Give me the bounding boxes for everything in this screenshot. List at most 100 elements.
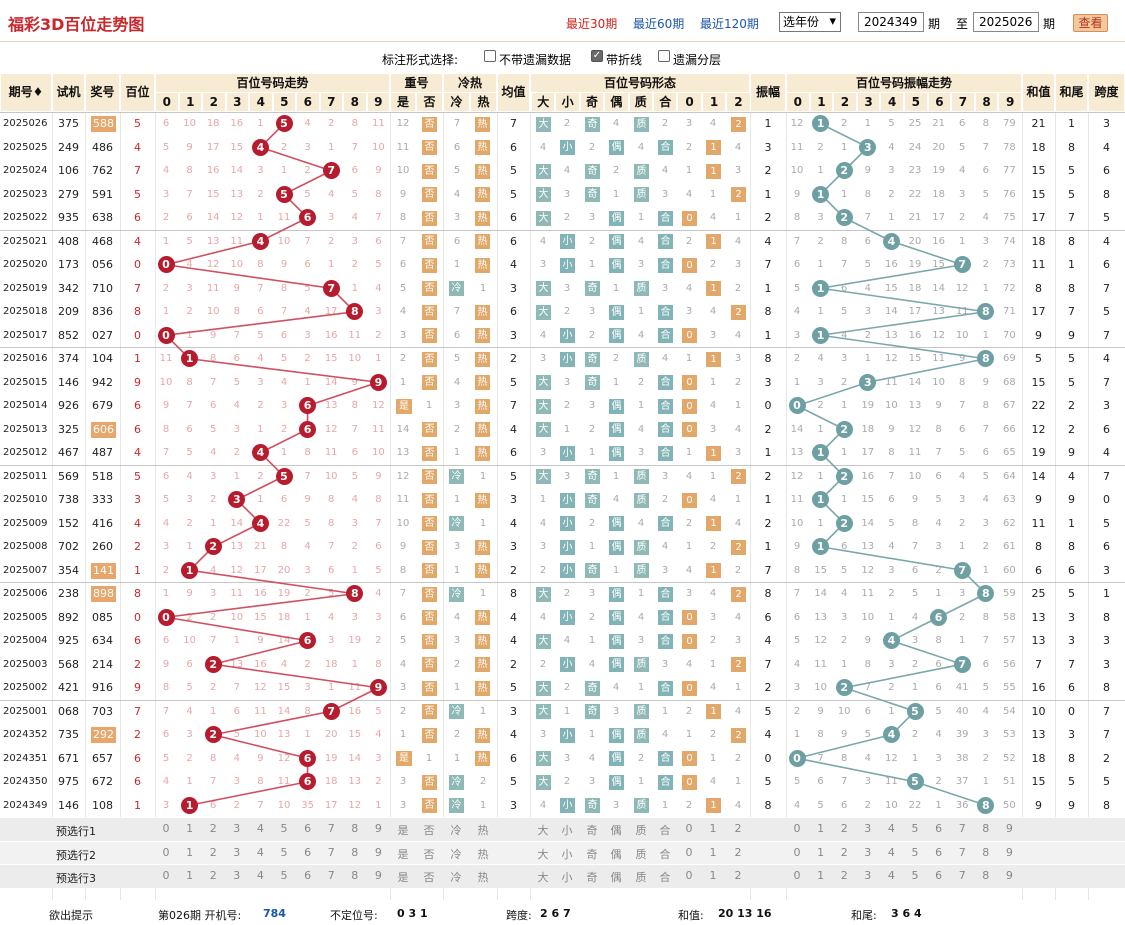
preselect-shape[interactable]: 大 bbox=[537, 871, 549, 884]
preselect-amp-digit[interactable]: 2 bbox=[840, 869, 848, 882]
preselect-amp-digit[interactable]: 0 bbox=[793, 845, 801, 859]
preselect-shape[interactable]: 0 bbox=[685, 845, 693, 859]
preselect-trend-digit[interactable]: 4 bbox=[256, 845, 264, 859]
preselect-trend-digit[interactable]: 0 bbox=[162, 822, 170, 835]
preselect-trend-digit[interactable]: 1 bbox=[186, 822, 194, 835]
preselect-shape[interactable]: 偶 bbox=[610, 871, 622, 884]
preselect-shape[interactable]: 大 bbox=[537, 847, 549, 861]
preselect-shape[interactable]: 大 bbox=[537, 824, 549, 837]
preselect-trend-digit[interactable]: 6 bbox=[304, 869, 312, 882]
preselect-amp-digit[interactable]: 4 bbox=[887, 845, 895, 859]
preselect-shape[interactable]: 质 bbox=[635, 871, 647, 884]
preselect-shape[interactable]: 2 bbox=[734, 845, 742, 859]
preselect-amp-digit[interactable]: 8 bbox=[982, 822, 990, 835]
preselect-shape[interactable]: 小 bbox=[561, 847, 573, 861]
range-30-link[interactable]: 最近30期 bbox=[566, 17, 618, 31]
preselect-option[interactable]: 冷 bbox=[450, 871, 462, 884]
preselect-shape[interactable]: 合 bbox=[659, 824, 671, 837]
preselect-trend-digit[interactable]: 7 bbox=[327, 822, 335, 835]
preselect-shape[interactable]: 0 bbox=[685, 822, 693, 835]
preselect-trend-digit[interactable]: 5 bbox=[280, 845, 288, 859]
preselect-trend-digit[interactable]: 2 bbox=[209, 845, 217, 859]
preselect-shape[interactable]: 偶 bbox=[610, 824, 622, 837]
preselect-shape[interactable]: 1 bbox=[709, 869, 717, 882]
preselect-trend-digit[interactable]: 1 bbox=[186, 869, 194, 882]
period-to-input[interactable]: 2025026 bbox=[973, 12, 1039, 32]
preselect-amp-digit[interactable]: 0 bbox=[793, 822, 801, 835]
preselect-trend-digit[interactable]: 1 bbox=[186, 845, 194, 859]
preselect-trend-digit[interactable]: 2 bbox=[209, 869, 217, 882]
preselect-shape[interactable]: 质 bbox=[635, 847, 647, 861]
preselect-trend-digit[interactable]: 5 bbox=[280, 822, 288, 835]
preselect-amp-digit[interactable]: 2 bbox=[840, 822, 848, 835]
preselect-amp-digit[interactable]: 6 bbox=[935, 845, 943, 859]
preselect-shape[interactable]: 合 bbox=[659, 871, 671, 884]
preselect-trend-digit[interactable]: 3 bbox=[233, 869, 241, 882]
preselect-amp-digit[interactable]: 5 bbox=[911, 845, 919, 859]
preselect-option[interactable]: 冷 bbox=[450, 847, 462, 861]
preselect-amp-digit[interactable]: 5 bbox=[911, 822, 919, 835]
preselect-amp-digit[interactable]: 9 bbox=[1005, 822, 1013, 835]
preselect-amp-digit[interactable]: 7 bbox=[958, 822, 966, 835]
preselect-trend-digit[interactable]: 5 bbox=[280, 869, 288, 882]
preselect-shape[interactable]: 偶 bbox=[610, 847, 622, 861]
preselect-trend-digit[interactable]: 9 bbox=[374, 869, 382, 882]
preselect-option[interactable]: 是 bbox=[397, 824, 409, 837]
preselect-trend-digit[interactable]: 6 bbox=[304, 845, 312, 859]
preselect-amp-digit[interactable]: 9 bbox=[1005, 869, 1013, 882]
preselect-trend-digit[interactable]: 7 bbox=[327, 869, 335, 882]
preselect-trend-digit[interactable]: 3 bbox=[233, 845, 241, 859]
preselect-option[interactable]: 是 bbox=[397, 847, 409, 861]
preselect-amp-digit[interactable]: 4 bbox=[887, 869, 895, 882]
period-from-input[interactable]: 2024349 bbox=[858, 12, 924, 32]
preselect-shape[interactable]: 2 bbox=[734, 869, 742, 882]
preselect-amp-digit[interactable]: 2 bbox=[840, 845, 848, 859]
preselect-trend-digit[interactable]: 9 bbox=[374, 845, 382, 859]
range-120-link[interactable]: 最近120期 bbox=[700, 17, 759, 31]
preselect-shape[interactable]: 奇 bbox=[586, 871, 598, 884]
preselect-trend-digit[interactable]: 6 bbox=[304, 822, 312, 835]
preselect-option[interactable]: 热 bbox=[477, 824, 489, 837]
preselect-trend-digit[interactable]: 2 bbox=[209, 822, 217, 835]
preselect-amp-digit[interactable]: 6 bbox=[935, 822, 943, 835]
preselect-amp-digit[interactable]: 0 bbox=[793, 869, 801, 882]
preselect-trend-digit[interactable]: 8 bbox=[351, 845, 359, 859]
preselect-shape[interactable]: 2 bbox=[734, 822, 742, 835]
preselect-amp-digit[interactable]: 9 bbox=[1005, 845, 1013, 859]
preselect-option[interactable]: 否 bbox=[423, 824, 435, 837]
preselect-trend-digit[interactable]: 4 bbox=[256, 869, 264, 882]
year-select[interactable]: 选年份 bbox=[779, 12, 841, 32]
query-button[interactable]: 查看 bbox=[1073, 14, 1108, 32]
preselect-amp-digit[interactable]: 1 bbox=[817, 845, 825, 859]
preselect-amp-digit[interactable]: 7 bbox=[958, 869, 966, 882]
range-60-link[interactable]: 最近60期 bbox=[633, 17, 685, 31]
preselect-amp-digit[interactable]: 4 bbox=[887, 822, 895, 835]
preselect-amp-digit[interactable]: 3 bbox=[864, 869, 872, 882]
preselect-shape[interactable]: 奇 bbox=[586, 847, 598, 861]
preselect-amp-digit[interactable]: 6 bbox=[935, 869, 943, 882]
preselect-trend-digit[interactable]: 4 bbox=[256, 822, 264, 835]
preselect-shape[interactable]: 1 bbox=[709, 822, 717, 835]
preselect-amp-digit[interactable]: 1 bbox=[817, 869, 825, 882]
preselect-trend-digit[interactable]: 0 bbox=[162, 869, 170, 882]
preselect-option[interactable]: 否 bbox=[423, 871, 435, 884]
preselect-amp-digit[interactable]: 5 bbox=[911, 869, 919, 882]
preselect-trend-digit[interactable]: 3 bbox=[233, 822, 241, 835]
option-line-checkbox[interactable]: ✓ bbox=[591, 50, 603, 62]
preselect-amp-digit[interactable]: 3 bbox=[864, 845, 872, 859]
preselect-shape[interactable]: 0 bbox=[685, 869, 693, 882]
preselect-amp-digit[interactable]: 1 bbox=[817, 822, 825, 835]
preselect-trend-digit[interactable]: 8 bbox=[351, 822, 359, 835]
preselect-option[interactable]: 否 bbox=[423, 847, 435, 861]
preselect-shape[interactable]: 合 bbox=[659, 847, 671, 861]
preselect-trend-digit[interactable]: 8 bbox=[351, 869, 359, 882]
preselect-shape[interactable]: 奇 bbox=[586, 824, 598, 837]
preselect-amp-digit[interactable]: 8 bbox=[982, 845, 990, 859]
preselect-trend-digit[interactable]: 0 bbox=[162, 845, 170, 859]
preselect-amp-digit[interactable]: 3 bbox=[864, 822, 872, 835]
preselect-amp-digit[interactable]: 8 bbox=[982, 869, 990, 882]
preselect-shape[interactable]: 小 bbox=[561, 824, 573, 837]
preselect-option[interactable]: 热 bbox=[477, 871, 489, 884]
preselect-option[interactable]: 是 bbox=[397, 871, 409, 884]
preselect-trend-digit[interactable]: 9 bbox=[374, 822, 382, 835]
